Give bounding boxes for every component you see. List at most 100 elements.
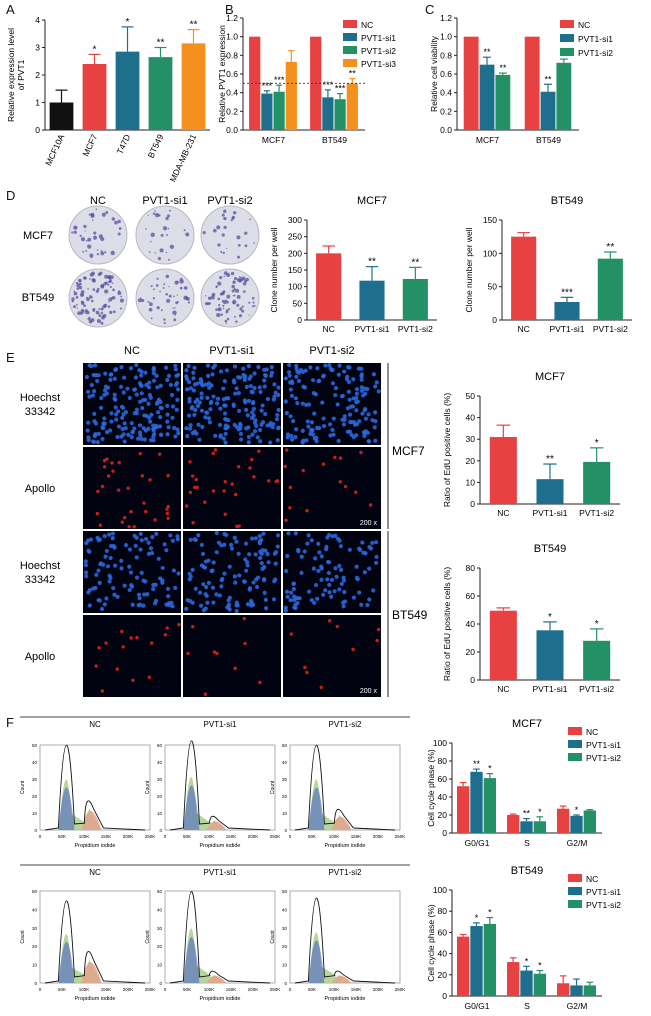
colony bbox=[93, 231, 97, 235]
cell-nucleus bbox=[305, 419, 310, 424]
cell-nucleus bbox=[166, 373, 172, 378]
cell-nucleus bbox=[135, 635, 139, 640]
cell-nucleus bbox=[287, 362, 292, 368]
colony bbox=[100, 307, 104, 311]
cell-nucleus bbox=[348, 404, 354, 409]
cell-nucleus bbox=[284, 518, 288, 523]
cell-nucleus bbox=[87, 603, 92, 608]
cell-nucleus bbox=[222, 489, 226, 493]
colony bbox=[225, 322, 227, 325]
cell-nucleus bbox=[293, 396, 299, 401]
cell-nucleus bbox=[210, 585, 216, 590]
cell-nucleus bbox=[140, 405, 145, 411]
x-tick-label: 200K bbox=[248, 987, 259, 992]
cell-nucleus bbox=[328, 422, 333, 427]
cell-nucleus bbox=[120, 415, 125, 421]
cell-nucleus bbox=[166, 425, 171, 430]
colony bbox=[159, 290, 161, 293]
column-label: PVT1-si1 bbox=[209, 345, 254, 357]
cell-nucleus bbox=[148, 546, 154, 551]
cell-nucleus bbox=[166, 504, 170, 509]
colony bbox=[183, 286, 188, 290]
colony bbox=[173, 295, 175, 298]
cell-nucleus bbox=[316, 568, 321, 573]
colony bbox=[104, 251, 107, 254]
cell-nucleus bbox=[230, 482, 234, 486]
cell-nucleus bbox=[359, 385, 364, 390]
cell-nucleus bbox=[165, 403, 170, 408]
legend-swatch bbox=[560, 34, 574, 42]
cell-nucleus bbox=[191, 388, 197, 393]
cell-nucleus bbox=[151, 371, 156, 376]
y-tick-label: 0 bbox=[284, 981, 287, 986]
chart-title: BT549 bbox=[511, 865, 543, 877]
y-tick-label: 200 bbox=[288, 248, 302, 258]
magnification-label: 200 x bbox=[360, 688, 378, 695]
colony bbox=[100, 251, 105, 256]
cell-nucleus bbox=[337, 563, 342, 569]
cell-nucleus bbox=[137, 368, 142, 373]
bar bbox=[457, 786, 470, 833]
culture-plate bbox=[68, 205, 128, 265]
cell-nucleus bbox=[190, 404, 195, 410]
cell-nucleus bbox=[288, 506, 292, 510]
x-tick-label: 200K bbox=[123, 834, 134, 839]
cell-nucleus bbox=[258, 439, 263, 444]
x-axis-label: Propidium iodide bbox=[200, 996, 241, 1002]
colony bbox=[173, 318, 177, 322]
histogram-title: NC bbox=[89, 720, 101, 729]
y-tick-label: 100 bbox=[433, 885, 447, 895]
cell-nucleus bbox=[126, 486, 130, 490]
row-label: MCF7 bbox=[23, 230, 53, 242]
cell-nucleus bbox=[148, 419, 153, 424]
y-tick-label: 1.2 bbox=[440, 13, 452, 23]
colony bbox=[100, 321, 104, 325]
cell-nucleus bbox=[241, 366, 246, 371]
y-tick-label: 80 bbox=[438, 756, 448, 766]
cell-nucleus bbox=[325, 535, 330, 540]
y-tick-label: 0.0 bbox=[440, 125, 452, 135]
chart-d-mcf7-clone-number: MCF7 0 50 100 150 200 250 300 Clone number per w… bbox=[269, 195, 437, 334]
cell-nucleus bbox=[165, 586, 171, 591]
cell-nucleus bbox=[249, 598, 254, 604]
cell-nucleus bbox=[137, 602, 143, 607]
colony bbox=[165, 216, 169, 221]
cell-nucleus bbox=[309, 420, 314, 425]
cell-nucleus bbox=[317, 378, 322, 383]
cell-nucleus bbox=[276, 426, 281, 431]
x-tick-label: BT549 bbox=[146, 132, 166, 159]
legend-label: PVT1-si2 bbox=[586, 753, 621, 763]
cell-nucleus bbox=[130, 430, 135, 435]
cell-nucleus bbox=[211, 394, 216, 399]
significance-label: * bbox=[595, 438, 599, 449]
x-tick-label: PVT1-si1 bbox=[533, 508, 568, 518]
cell-nucleus bbox=[146, 551, 152, 556]
y-tick-label: 40 bbox=[282, 907, 288, 912]
colony bbox=[204, 302, 208, 306]
cell-nucleus bbox=[321, 423, 327, 429]
cell-nucleus bbox=[142, 501, 146, 505]
colony bbox=[108, 301, 110, 303]
y-tick-label: 100 bbox=[288, 282, 302, 292]
histogram-title: NC bbox=[89, 868, 101, 877]
cell-nucleus bbox=[338, 567, 344, 572]
cell-nucleus bbox=[185, 387, 190, 392]
cell-nucleus bbox=[236, 391, 241, 396]
colony bbox=[251, 305, 254, 308]
column-label: PVT1-si2 bbox=[309, 345, 354, 357]
colony bbox=[112, 310, 116, 314]
cell-nucleus bbox=[363, 416, 369, 421]
cell-nucleus bbox=[272, 551, 277, 556]
y-tick-label: 0.8 bbox=[440, 50, 452, 60]
cell-nucleus bbox=[112, 545, 117, 550]
cell-nucleus bbox=[115, 594, 120, 599]
cell-line-label: MCF7 bbox=[392, 444, 425, 458]
cell-nucleus bbox=[199, 542, 204, 547]
colony bbox=[85, 250, 88, 252]
cell-nucleus bbox=[86, 435, 91, 440]
cell-nucleus bbox=[289, 632, 294, 636]
cell-nucleus bbox=[258, 680, 262, 685]
colony bbox=[77, 311, 81, 315]
cell-nucleus bbox=[261, 578, 267, 583]
colony bbox=[79, 234, 82, 238]
